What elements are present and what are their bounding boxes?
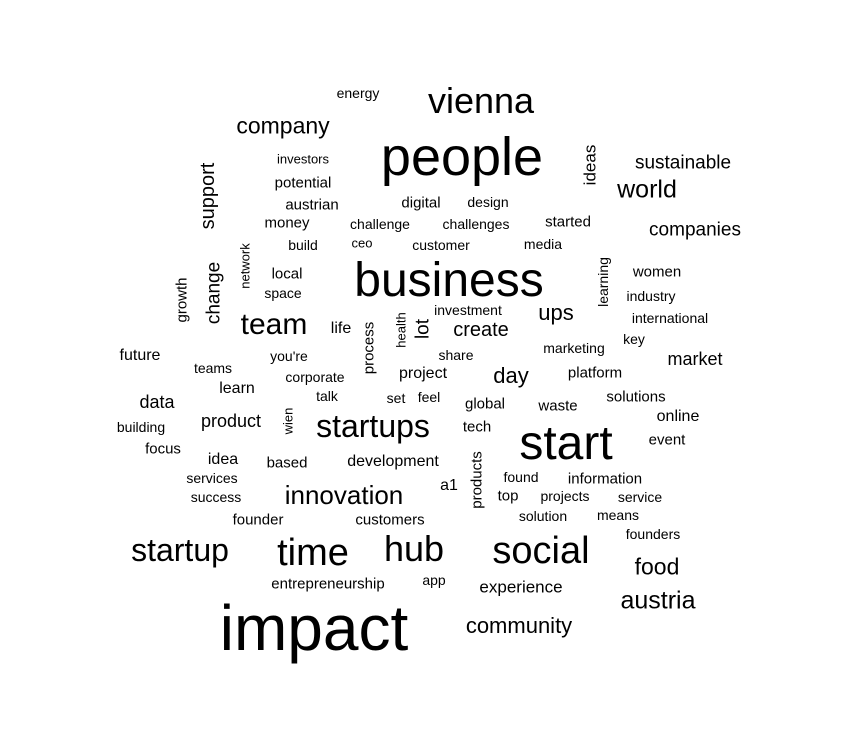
word-challenges: challenges: [442, 216, 510, 232]
word-growth: growth: [173, 277, 191, 323]
word-ideas: ideas: [580, 144, 600, 186]
word-potential: potential: [274, 174, 332, 192]
word-waste: waste: [538, 397, 578, 415]
word-vienna: vienna: [427, 80, 535, 121]
word-customers: customers: [355, 511, 425, 529]
word-start: start: [519, 417, 613, 470]
word-service: service: [617, 489, 663, 505]
word-based: based: [266, 454, 308, 472]
word-life: life: [330, 320, 352, 337]
word-app: app: [422, 572, 446, 588]
word-digital: digital: [401, 194, 441, 212]
word-business: business: [354, 254, 544, 307]
word-success: success: [190, 489, 242, 505]
word-space: space: [264, 285, 302, 301]
word-experience: experience: [479, 577, 563, 597]
word-a1: a1: [440, 477, 458, 494]
word-network: network: [237, 243, 253, 289]
word-idea: idea: [207, 451, 239, 468]
word-services: services: [186, 470, 238, 486]
word-global: global: [464, 395, 506, 413]
word-process: process: [360, 321, 378, 375]
word-women: women: [632, 263, 682, 281]
word-projects: projects: [540, 488, 590, 504]
word-solutions: solutions: [606, 388, 666, 406]
word-create: create: [453, 319, 509, 341]
word-top: top: [497, 487, 519, 505]
word-media: media: [523, 236, 563, 252]
word-industry: industry: [626, 288, 676, 304]
word-challenge: challenge: [350, 216, 410, 232]
word-team: team: [240, 308, 308, 341]
word-change: change: [203, 261, 225, 325]
word-local: local: [271, 265, 303, 283]
word-customer: customer: [412, 237, 470, 253]
word-corporate: corporate: [285, 369, 345, 385]
word-means: means: [596, 507, 640, 523]
word-tech: tech: [462, 418, 492, 436]
word-you-re: you're: [270, 348, 308, 364]
word-world: world: [617, 175, 677, 204]
word-international: international: [631, 310, 709, 326]
word-solution: solution: [518, 508, 568, 524]
word-energy: energy: [336, 85, 380, 101]
word-people: people: [380, 127, 544, 187]
word-online: online: [656, 408, 700, 425]
word-health: health: [393, 312, 409, 348]
word-investors: investors: [276, 151, 330, 167]
word-time: time: [277, 532, 349, 574]
word-project: project: [398, 365, 448, 382]
word-build: build: [288, 237, 318, 253]
word-companies: companies: [649, 219, 741, 241]
word-austria: austria: [620, 586, 696, 615]
word-hub: hub: [383, 528, 445, 569]
word-support: support: [197, 162, 219, 230]
word-ups: ups: [538, 300, 574, 325]
word-development: development: [347, 453, 439, 470]
word-sustainable: sustainable: [634, 152, 732, 174]
word-marketing: marketing: [543, 340, 605, 356]
word-information: information: [567, 470, 643, 488]
word-money: money: [264, 214, 310, 232]
word-community: community: [465, 613, 573, 638]
word-feel: feel: [417, 389, 441, 405]
word-data: data: [139, 392, 175, 412]
word-share: share: [438, 347, 474, 363]
word-lot: lot: [412, 318, 434, 340]
word-talk: talk: [316, 388, 338, 404]
word-platform: platform: [567, 364, 623, 382]
word-food: food: [634, 553, 680, 580]
word-design: design: [467, 194, 509, 210]
word-startups: startups: [316, 408, 430, 444]
word-company: company: [236, 112, 330, 139]
word-founder: founder: [232, 511, 284, 529]
word-investment: investment: [434, 302, 502, 318]
word-found: found: [503, 469, 539, 485]
word-wien: wien: [280, 407, 296, 435]
word-austrian: austrian: [285, 196, 339, 214]
word-learning: learning: [595, 257, 611, 307]
word-future: future: [119, 347, 161, 364]
word-product: product: [200, 411, 262, 431]
word-learn: learn: [219, 380, 255, 397]
word-startup: startup: [131, 532, 229, 568]
word-products: products: [468, 451, 486, 509]
word-focus: focus: [145, 440, 181, 458]
word-started: started: [545, 213, 591, 231]
word-teams: teams: [193, 360, 233, 376]
word-impact: impact: [219, 592, 409, 664]
word-market: market: [667, 349, 723, 369]
word-social: social: [492, 530, 590, 572]
word-event: event: [648, 431, 686, 449]
word-building: building: [116, 419, 166, 435]
word-key: key: [623, 331, 645, 347]
word-day: day: [493, 363, 529, 388]
word-ceo: ceo: [351, 235, 373, 251]
word-entrepreneurship: entrepreneurship: [271, 575, 385, 593]
word-set: set: [386, 390, 406, 406]
word-founders: founders: [625, 526, 681, 542]
word-innovation: innovation: [284, 480, 404, 510]
